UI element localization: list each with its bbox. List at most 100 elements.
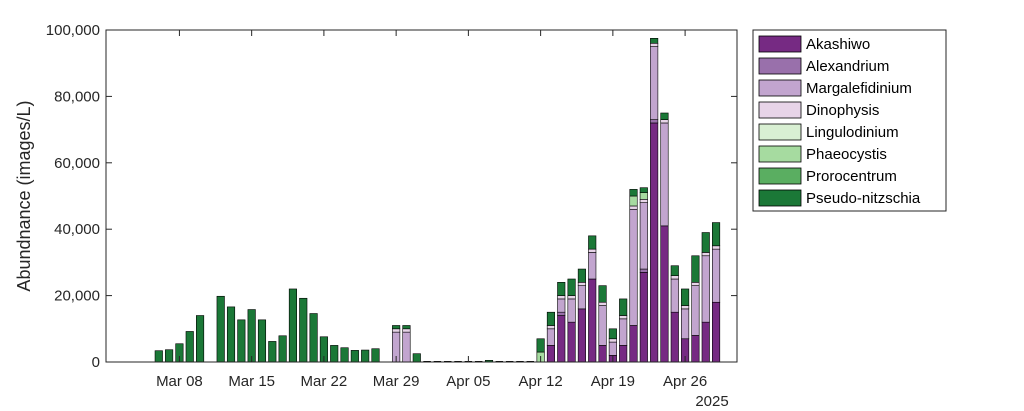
bar-stack	[185, 331, 194, 363]
bar-stack	[557, 282, 566, 363]
legend-label: Prorocentrum	[806, 168, 897, 185]
y-tick-label: 60,000	[54, 155, 100, 172]
bar-segment-margalefidinium	[588, 252, 597, 280]
bar-stack	[371, 348, 380, 363]
bar-segment-pseudo-nitzschia	[536, 338, 545, 353]
bar-segment-pseudo-nitzschia	[392, 325, 401, 330]
bar-segment-margalefidinium	[712, 248, 721, 303]
bar-segment-pseudo-nitzschia	[639, 187, 648, 193]
bar-segment-akashiwo	[588, 278, 597, 363]
legend-label: Akashiwo	[806, 36, 870, 53]
bar-segment-akashiwo	[712, 301, 721, 363]
legend-swatch	[758, 189, 802, 207]
legend-label: Dinophysis	[806, 102, 879, 119]
bar-segment-pseudo-nitzschia	[361, 349, 370, 363]
bar-stack	[660, 112, 669, 363]
x-tick-label: Apr 26	[663, 373, 707, 390]
bar-stack	[278, 335, 287, 363]
x-tick-label: Apr 19	[591, 373, 635, 390]
legend-swatch	[758, 35, 802, 53]
bar-segment-pseudo-nitzschia	[216, 295, 225, 363]
bar-segment-pseudo-nitzschia	[598, 285, 607, 303]
bar-segment-alexandrium	[557, 311, 566, 316]
bar-segment-pseudo-nitzschia	[588, 235, 597, 250]
bar-segment-dinophysis	[392, 328, 401, 333]
bar-segment-margalefidinium	[650, 46, 659, 120]
bar-segment-akashiwo	[701, 321, 710, 363]
x-axis-year-label: 2025	[695, 393, 728, 410]
bar-segment-akashiwo	[639, 272, 648, 363]
bar-segment-margalefidinium	[639, 202, 648, 270]
bar-segment-margalefidinium	[546, 328, 555, 346]
bar-segment-pseudo-nitzschia	[660, 112, 669, 120]
bar-segment-pseudo-nitzschia	[371, 348, 380, 363]
bar-stack	[402, 325, 411, 363]
bar-segment-akashiwo	[670, 311, 679, 363]
bar-segment-dinophysis	[660, 119, 669, 124]
bar-segment-phaeocystis	[639, 192, 648, 200]
bar-stack	[412, 353, 421, 363]
bar-stack	[257, 319, 267, 363]
x-tick-label: Mar 22	[301, 373, 348, 390]
bar-segment-dinophysis	[701, 252, 710, 257]
bar-stack	[299, 297, 308, 363]
axes-group	[105, 29, 738, 363]
bar-segment-margalefidinium	[619, 318, 628, 346]
bar-segment-akashiwo	[619, 345, 628, 363]
bar-segment-margalefidinium	[402, 331, 411, 363]
bar-segment-pseudo-nitzschia	[309, 313, 318, 363]
legend: Akashiwo Alexandrium Margalefidinium Dinoph…	[752, 29, 947, 212]
bar-stack	[588, 235, 597, 363]
legend-swatch	[758, 79, 802, 97]
bar-segment-pseudo-nitzschia	[185, 331, 194, 363]
bar-segment-dinophysis	[598, 301, 607, 306]
bar-segment-dinophysis	[608, 338, 617, 343]
bar-segment-pseudo-nitzschia	[701, 232, 710, 253]
bar-segment-dinophysis	[557, 295, 566, 300]
bar-segment-pseudo-nitzschia	[288, 288, 297, 363]
bar-segment-pseudo-nitzschia	[247, 309, 256, 363]
bar-segment-akashiwo	[650, 122, 659, 363]
bar-segment-dinophysis	[639, 199, 648, 203]
bar-segment-margalefidinium	[701, 255, 710, 323]
bar-segment-akashiwo	[567, 321, 576, 363]
bar-segment-margalefidinium	[567, 298, 576, 323]
bar-segment-dinophysis	[546, 325, 555, 330]
bar-segment-dinophysis	[681, 305, 690, 310]
bar-segment-akashiwo	[546, 345, 555, 363]
bar-stack	[629, 189, 638, 363]
bar-stack	[340, 347, 349, 363]
bar-segment-margalefidinium	[660, 122, 669, 227]
bar-segment-dinophysis	[577, 282, 586, 286]
bar-stack	[598, 285, 607, 363]
y-ticks: 0 20,000 40,000 60,000 80,000 100,000	[46, 22, 737, 371]
bar-segment-pseudo-nitzschia	[196, 315, 205, 363]
bar-stack	[268, 341, 277, 363]
bar-stack	[639, 187, 648, 363]
bar-segment-margalefidinium	[681, 308, 690, 340]
bar-segment-pseudo-nitzschia	[546, 311, 555, 326]
x-tick-label: Mar 15	[228, 373, 275, 390]
bar-segment-akashiwo	[557, 315, 566, 363]
bar-stack	[691, 255, 700, 363]
legend-swatch	[758, 57, 802, 75]
x-tick-label: Mar 29	[373, 373, 420, 390]
bar-segment-margalefidinium	[629, 208, 638, 326]
bar-stack	[165, 349, 174, 363]
bar-segment-dinophysis	[629, 205, 638, 210]
bar-segment-akashiwo	[598, 345, 607, 363]
y-tick-label: 100,000	[46, 22, 100, 39]
bar-segment-dinophysis	[712, 245, 721, 250]
bar-segment-phaeocystis	[629, 195, 638, 207]
bar-stack	[154, 350, 163, 363]
bar-segment-pseudo-nitzschia	[268, 341, 277, 363]
bar-segment-pseudo-nitzschia	[226, 306, 236, 363]
bar-segment-pseudo-nitzschia	[340, 347, 349, 363]
bar-segment-pseudo-nitzschia	[650, 37, 659, 44]
bar-stack	[619, 298, 628, 363]
bar-stack	[361, 349, 370, 363]
bar-segment-margalefidinium	[670, 278, 679, 313]
x-ticks: Mar 08 Mar 15 Mar 22 Mar 29 Apr 05 Apr 12 Apr …	[156, 30, 707, 390]
bar-stack	[670, 265, 679, 363]
x-tick-label: Apr 05	[446, 373, 490, 390]
